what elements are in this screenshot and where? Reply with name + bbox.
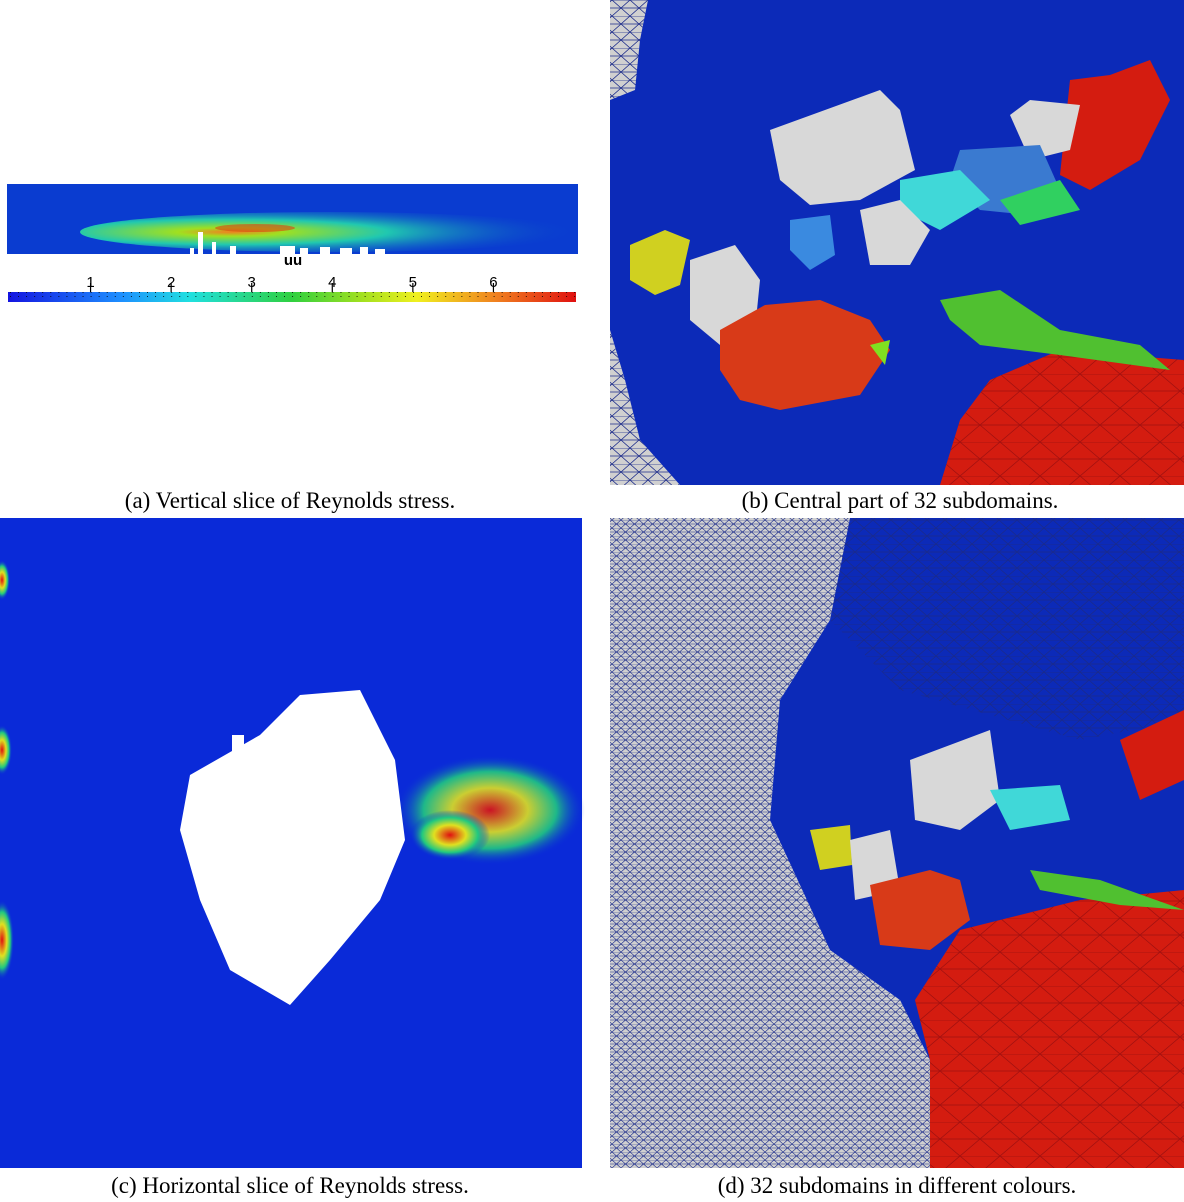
colorbar-tick-label: 4 [328, 274, 336, 291]
colorbar-minor-ticks [8, 292, 576, 297]
colorbar-tick-label: 6 [489, 274, 497, 291]
colorbar-title: uu [284, 252, 302, 269]
figure: uu 1 2 3 4 5 6 (a) Vertical slice of Reynolds… [0, 0, 1184, 1202]
wake [410, 810, 490, 860]
colorbar-tick-label: 1 [86, 274, 94, 291]
plume-core [215, 224, 295, 232]
caption: (b) Central part of 32 subdomains. [742, 488, 1059, 513]
colorbar-tick-label: 3 [248, 274, 256, 291]
panel-b: (b) Central part of 32 subdomains. [610, 0, 1184, 513]
panel-a: uu 1 2 3 4 5 6 (a) Vertical slice of Reynolds… [7, 184, 580, 513]
caption: (a) Vertical slice of Reynolds stress. [125, 488, 455, 513]
plume [80, 212, 580, 252]
panel-d: (d) 32 subdomains in different colours. [610, 518, 1184, 1198]
colorbar-ticks: 1 2 3 4 5 6 [86, 274, 497, 292]
caption: (d) 32 subdomains in different colours. [718, 1173, 1077, 1198]
colorbar-tick-label: 2 [167, 274, 175, 291]
building [232, 735, 244, 763]
panel-c: (c) Horizontal slice of Reynolds stress. [0, 518, 585, 1198]
colorbar-tick-label: 5 [409, 274, 417, 291]
caption: (c) Horizontal slice of Reynolds stress. [111, 1173, 469, 1198]
